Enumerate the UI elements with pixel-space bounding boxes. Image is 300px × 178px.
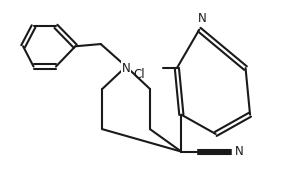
Text: N: N [122,62,130,75]
Text: N: N [198,12,207,25]
Text: N: N [235,145,244,158]
Text: Cl: Cl [134,68,146,81]
